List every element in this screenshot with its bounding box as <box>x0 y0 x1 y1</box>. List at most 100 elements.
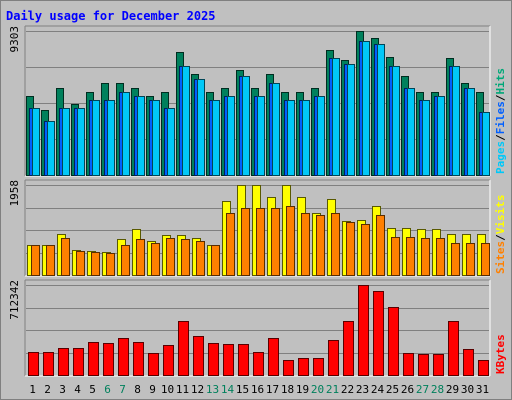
bar-kbytes-day-15 <box>238 344 249 376</box>
legend-item: / <box>494 234 507 241</box>
bar-sites-day-29 <box>451 243 460 276</box>
bar-sites-day-16 <box>256 208 265 276</box>
bar-pages-day-31 <box>482 112 490 176</box>
bar-kbytes-day-21 <box>328 340 339 376</box>
day-label-9: 9 <box>149 383 156 396</box>
chart-title: Daily usage for December 2025 <box>6 9 216 23</box>
legend-item: / <box>494 134 507 141</box>
bar-kbytes-day-12 <box>193 336 204 376</box>
bar-sites-day-26 <box>406 237 415 276</box>
bar-sites-day-22 <box>346 222 355 276</box>
legend-item: Pages <box>494 141 507 174</box>
bar-pages-day-6 <box>107 100 115 176</box>
bar-kbytes-day-16 <box>253 352 264 376</box>
bar-kbytes-day-18 <box>283 360 294 376</box>
day-label-14: 14 <box>221 383 235 396</box>
bar-kbytes-day-5 <box>88 342 99 376</box>
bar-kbytes-day-20 <box>313 358 324 376</box>
bar-pages-day-16 <box>257 96 265 176</box>
legend-item: Sites <box>494 241 507 274</box>
bar-sites-day-24 <box>376 215 385 276</box>
legend-item: Hits <box>494 68 507 95</box>
bar-kbytes-day-28 <box>433 354 444 376</box>
day-label-3: 3 <box>59 383 66 396</box>
bar-pages-day-9 <box>152 100 160 176</box>
day-label-25: 25 <box>386 383 399 396</box>
bar-sites-day-2 <box>46 245 55 276</box>
bar-kbytes-day-26 <box>403 353 414 376</box>
bar-pages-day-28 <box>437 96 445 176</box>
day-label-19: 19 <box>296 383 309 396</box>
bar-pages-day-27 <box>422 100 430 176</box>
day-label-23: 23 <box>356 383 369 396</box>
bar-pages-day-1 <box>32 108 40 176</box>
bar-kbytes-day-8 <box>133 342 144 376</box>
bar-kbytes-day-11 <box>178 321 189 376</box>
bar-pages-day-11 <box>182 66 190 176</box>
bar-pages-day-8 <box>137 96 145 176</box>
day-label-20: 20 <box>311 383 324 396</box>
bar-sites-day-12 <box>196 241 205 276</box>
day-label-29: 29 <box>446 383 459 396</box>
bar-kbytes-day-13 <box>208 343 219 376</box>
day-label-6: 6 <box>104 383 111 396</box>
bar-pages-day-26 <box>407 88 415 176</box>
series-kbytes <box>28 285 489 376</box>
bar-pages-day-5 <box>92 100 100 176</box>
bar-pages-day-12 <box>197 79 205 176</box>
legend-item: Files <box>494 101 507 134</box>
bar-sites-day-6 <box>106 253 115 276</box>
bar-kbytes-day-30 <box>463 349 474 376</box>
bar-sites-day-8 <box>136 239 145 276</box>
bar-kbytes-day-7 <box>118 338 129 376</box>
bar-sites-day-1 <box>31 245 40 276</box>
day-label-8: 8 <box>134 383 141 396</box>
bar-kbytes-day-6 <box>103 343 114 376</box>
legend-hits-files-pages: Pages/Files/Hits <box>494 68 507 174</box>
day-label-30: 30 <box>461 383 474 396</box>
bar-pages-day-20 <box>317 96 325 176</box>
bar-kbytes-day-31 <box>478 360 489 376</box>
bar-kbytes-day-3 <box>58 348 69 376</box>
day-label-22: 22 <box>341 383 354 396</box>
day-label-16: 16 <box>251 383 264 396</box>
bar-kbytes-day-17 <box>268 338 279 376</box>
bar-sites-day-20 <box>316 215 325 276</box>
bar-pages-day-15 <box>242 76 250 176</box>
bar-kbytes-day-29 <box>448 321 459 376</box>
bar-kbytes-day-22 <box>343 321 354 376</box>
bar-pages-day-17 <box>272 83 280 176</box>
bar-pages-day-24 <box>377 44 385 176</box>
ymax-label-hits-files-pages: 9303 <box>8 26 21 53</box>
day-label-13: 13 <box>206 383 219 396</box>
day-label-11: 11 <box>176 383 189 396</box>
bar-pages-day-30 <box>467 88 475 176</box>
ymax-label-kbytes: 712342 <box>8 280 21 320</box>
ymax-label-visits-sites: 1958 <box>8 180 21 207</box>
bar-pages-day-21 <box>332 58 340 176</box>
bar-pages-day-3 <box>62 108 70 176</box>
bar-sites-day-18 <box>286 206 295 276</box>
series-pages <box>32 41 490 176</box>
bar-kbytes-day-19 <box>298 358 309 376</box>
bar-pages-day-7 <box>122 92 130 176</box>
bar-sites-day-28 <box>436 238 445 276</box>
bar-kbytes-day-24 <box>373 291 384 376</box>
day-label-21: 21 <box>326 383 339 396</box>
day-label-7: 7 <box>119 383 126 396</box>
legend-item: / <box>494 94 507 101</box>
day-label-27: 27 <box>416 383 429 396</box>
bar-sites-day-19 <box>301 213 310 276</box>
legend-kbytes: KBytes <box>494 334 507 374</box>
panel-kbytes: 712342 KBytes <box>8 279 507 377</box>
bar-kbytes-day-14 <box>223 344 234 376</box>
series-sites <box>31 206 490 276</box>
bar-pages-day-13 <box>212 100 220 176</box>
bar-sites-day-14 <box>226 213 235 276</box>
bar-pages-day-22 <box>347 64 355 176</box>
day-label-24: 24 <box>371 383 385 396</box>
bar-sites-day-4 <box>76 251 85 276</box>
day-label-15: 15 <box>236 383 249 396</box>
